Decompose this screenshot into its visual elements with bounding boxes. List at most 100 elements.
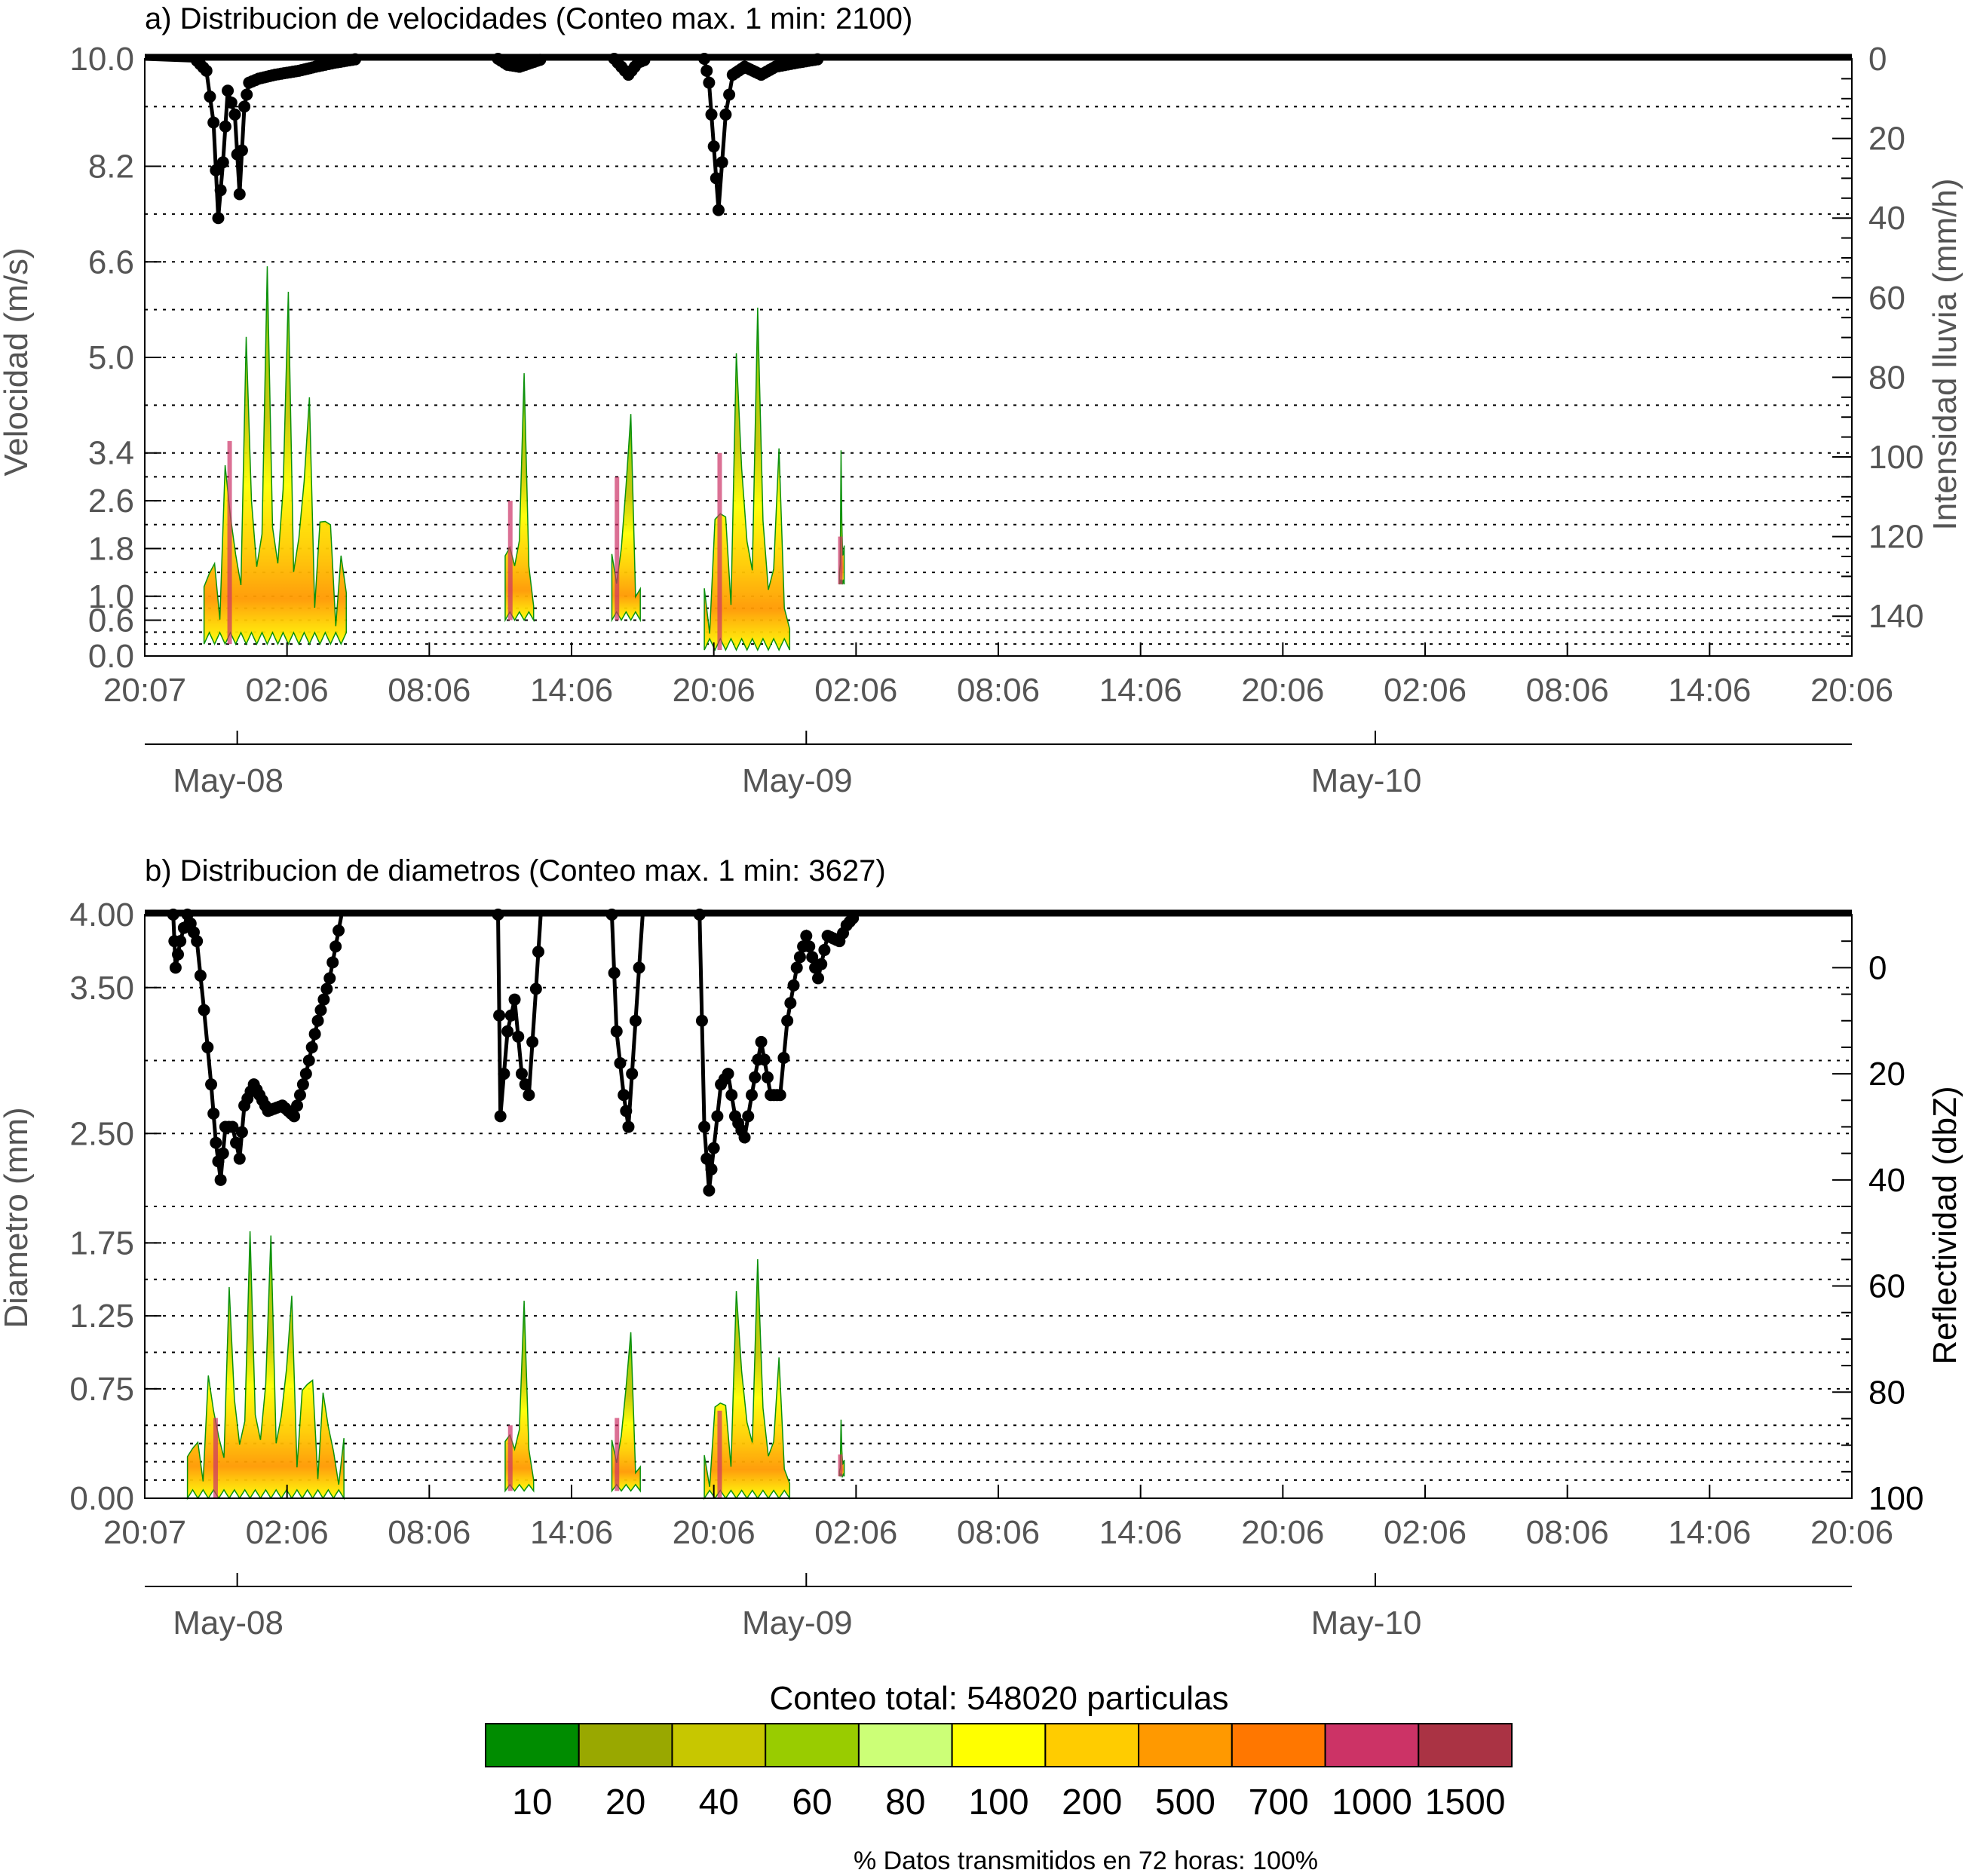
y2-tick-label: 80 — [1868, 359, 1905, 396]
overlay-point — [707, 1142, 720, 1154]
y2-tick-label: 40 — [1868, 1162, 1905, 1199]
y-tick-label: 0.6 — [88, 602, 134, 639]
event-core — [717, 1410, 722, 1498]
x-tick-label: 20:06 — [1241, 672, 1324, 709]
x-tick-label: 20:06 — [673, 1514, 756, 1551]
overlay-point — [291, 1099, 304, 1112]
overlay-point — [710, 172, 722, 185]
overlay-point — [305, 1041, 318, 1053]
velocity-panel: a) Distribucion de velocidades (Conteo m… — [0, 2, 1963, 799]
x-tick-label: 02:06 — [1384, 1514, 1467, 1551]
y2-tick-label: 60 — [1868, 1268, 1905, 1305]
overlay-point — [308, 1028, 321, 1041]
overlay-point — [169, 961, 182, 974]
overlay-point — [722, 1068, 734, 1081]
legend-swatch — [1231, 1723, 1326, 1767]
date-label: May-09 — [742, 1605, 853, 1642]
legend-label: 40 — [699, 1783, 739, 1822]
overlay-point — [777, 1051, 790, 1064]
event-blob — [203, 266, 348, 645]
y2-tick-label: 0 — [1868, 949, 1887, 986]
overlay-point — [698, 1120, 711, 1133]
x-tick-label: 08:06 — [1526, 1514, 1609, 1551]
overlay-point — [700, 64, 713, 77]
overlay-point — [529, 982, 542, 995]
overlay-point — [629, 1014, 642, 1027]
x-tick-label: 14:06 — [1668, 1514, 1751, 1551]
overlay-point — [508, 993, 521, 1006]
x-tick-label: 02:06 — [246, 672, 329, 709]
overlay-point — [633, 961, 645, 974]
velocity-y-label: Velocidad (m/s) — [0, 247, 35, 476]
y2-tick-label: 40 — [1868, 200, 1905, 237]
velocity-title: a) Distribucion de velocidades (Conteo m… — [145, 2, 912, 35]
overlay-point — [238, 100, 251, 113]
x-tick-label: 14:06 — [530, 1514, 613, 1551]
legend-swatch — [1138, 1723, 1233, 1767]
date-label: May-10 — [1311, 1605, 1422, 1642]
overlay-point — [705, 1163, 718, 1176]
overlay-point — [174, 935, 187, 948]
overlay-point — [204, 90, 216, 103]
legend-label: 1000 — [1332, 1783, 1412, 1822]
y-tick-label: 2.6 — [88, 483, 134, 520]
overlay-point — [622, 1120, 635, 1133]
y2-tick-label: 100 — [1868, 439, 1923, 476]
overlay-point — [693, 909, 706, 921]
date-label: May-08 — [173, 1605, 284, 1642]
overlay-point — [755, 1035, 768, 1048]
overlay-point — [293, 1089, 306, 1102]
y2-tick-label: 100 — [1868, 1480, 1923, 1517]
overlay-point — [212, 212, 225, 225]
overlay-point — [742, 1110, 755, 1123]
overlay-point — [216, 156, 229, 169]
legend-swatch — [1324, 1723, 1420, 1767]
overlay-point — [790, 961, 803, 974]
diameter-panel: b) Distribucion de diametros (Conteo max… — [0, 854, 1963, 1642]
overlay-point — [330, 940, 342, 953]
x-tick-label: 02:06 — [246, 1514, 329, 1551]
y2-tick-label: 60 — [1868, 280, 1905, 317]
overlay-line — [144, 57, 1852, 219]
overlay-point — [716, 156, 728, 169]
legend-swatch — [765, 1723, 860, 1767]
y2-tick-label: 120 — [1868, 519, 1923, 556]
overlay-point — [214, 1173, 227, 1186]
event-core — [838, 536, 843, 584]
legend-swatch — [485, 1723, 580, 1767]
overlay-point — [774, 1089, 786, 1102]
overlay-point — [815, 958, 828, 970]
overlay-point — [314, 1004, 327, 1016]
y-tick-label: 0.00 — [69, 1480, 134, 1517]
legend-swatch — [1044, 1723, 1140, 1767]
event-core — [838, 1454, 843, 1476]
overlay-point — [758, 1053, 771, 1066]
overlay-point — [216, 1147, 229, 1160]
legend-swatch — [671, 1723, 767, 1767]
x-tick-label: 02:06 — [814, 672, 897, 709]
overlay-point — [222, 84, 234, 97]
x-tick-label: 20:06 — [673, 672, 756, 709]
overlay-point — [605, 909, 618, 921]
overlay-point — [519, 1078, 532, 1091]
legend-items: 10 20 40 60 80 100 200 500 700 1000 1500 — [485, 1723, 1513, 1822]
x-tick-label: 14:06 — [1099, 672, 1182, 709]
overlay-point — [323, 972, 336, 985]
event-blob — [186, 1231, 345, 1500]
event-core — [507, 501, 513, 621]
overlay-point — [172, 948, 185, 961]
legend-title: Conteo total: 548020 particulas — [769, 1680, 1228, 1717]
overlay-point — [523, 1089, 535, 1102]
legend-swatch — [951, 1723, 1047, 1767]
legend-swatch — [1418, 1723, 1513, 1767]
overlay-point — [800, 930, 813, 943]
overlay-point — [302, 1054, 315, 1067]
overlay-point — [812, 972, 825, 985]
diameter-plot-area: 0.00 0.75 1.25 1.75 2.50 3.50 4.00 0 20 40 60 80 100… — [69, 897, 1923, 1642]
event-core — [615, 477, 620, 621]
x-tick-label: 20:07 — [103, 1514, 186, 1551]
y-tick-label: 4.00 — [69, 897, 134, 933]
y-tick-label: 1.8 — [88, 530, 134, 567]
overlay-point — [749, 1071, 762, 1084]
overlay-point — [210, 1136, 222, 1149]
